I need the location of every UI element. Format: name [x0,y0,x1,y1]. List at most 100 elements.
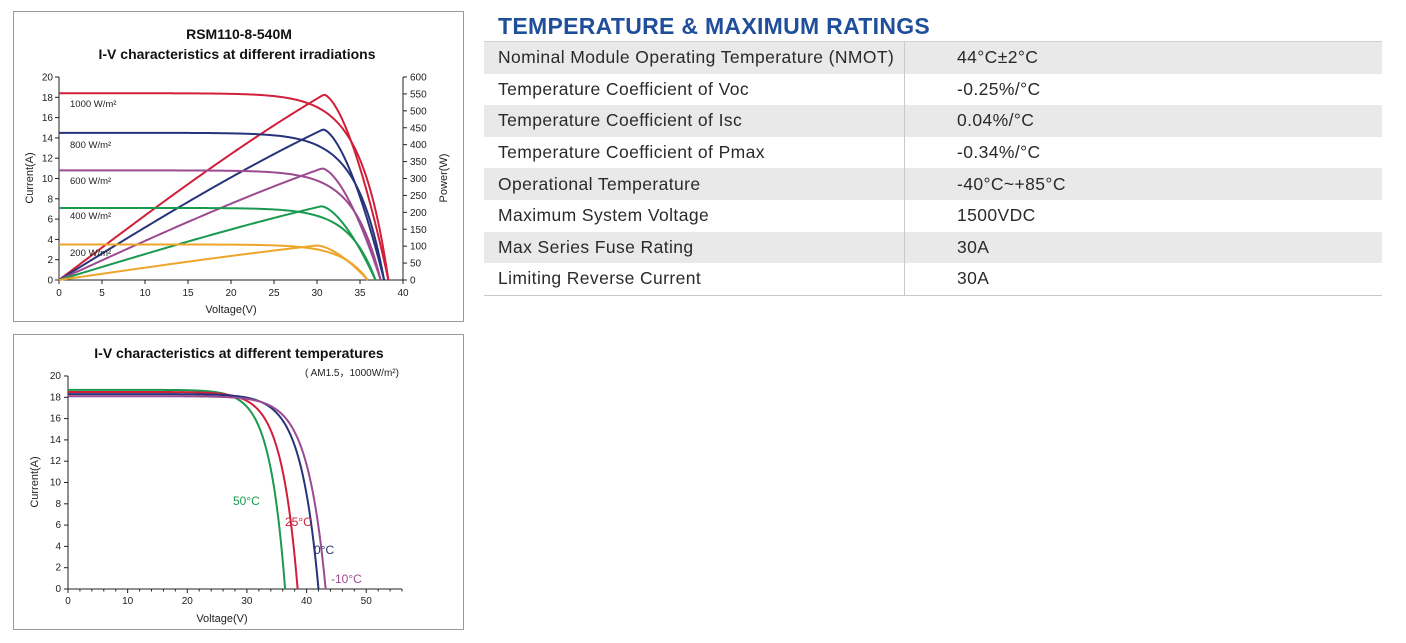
x-tick-label: 10 [139,288,151,299]
x-tick-label: 20 [182,596,194,607]
ratings-title: TEMPERATURE & MAXIMUM RATINGS [498,13,931,39]
y-tick-label: 4 [47,235,53,246]
table-row: Temperature Coefficient of Pmax -0.34%/°… [484,136,1382,169]
x-tick-label: 40 [397,288,409,299]
irradiation-chart: RSM110-8-540M I-V characteristics at diff… [24,26,450,316]
chart-subtitle: ( AM1.5，1000W/m²) [305,368,399,379]
x-tick-label: 50 [361,596,373,607]
y2-tick-label: 50 [410,259,422,270]
y2-tick-label: 100 [410,242,427,253]
chart-title: I-V characteristics at different tempera… [94,345,384,361]
iv-curve [67,393,320,590]
y-tick-label: 4 [55,541,61,552]
table-row: Limiting Reverse Current 30A [484,263,1382,296]
y-tick-label: 16 [50,414,62,425]
y-tick-label: 20 [42,73,54,84]
x-tick-label: 0 [56,288,62,299]
param-label: Temperature Coefficient of Voc [484,73,905,106]
power-curve [58,93,390,281]
series-label: 25°C [285,515,312,529]
iv-curve [59,169,382,281]
y-tick-label: 20 [50,371,62,382]
y-tick-label: 12 [42,154,54,165]
y-axis-label: Current(A) [29,456,41,507]
y-tick-label: 14 [50,435,62,446]
chart-title: RSM110-8-540M [186,26,292,42]
y-tick-label: 16 [42,113,54,124]
y2-tick-label: 400 [410,140,427,151]
y2-tick-label: 200 [410,208,427,219]
table-row: Maximum System Voltage 1500VDC [484,199,1382,232]
series-label: 600 W/m² [70,176,111,187]
temperature-chart-panel: I-V characteristics at different tempera… [13,334,464,630]
iv-curve [59,92,390,281]
series-label: 400 W/m² [70,211,111,222]
x-axis-label: Voltage(V) [196,613,247,625]
param-value: -40°C~+85°C [904,168,1382,200]
x-tick-label: 5 [99,288,105,299]
y-tick-label: 18 [50,392,62,403]
param-label: Temperature Coefficient of Pmax [484,136,905,169]
irradiation-chart-panel: RSM110-8-540M I-V characteristics at diff… [13,11,464,322]
table-row: Operational Temperature -40°C~+85°C [484,168,1382,200]
power-curve [58,205,377,281]
param-value: -0.25%/°C [957,78,1041,99]
ratings-section: TEMPERATURE & MAXIMUM RATINGS Nominal Mo… [484,12,1382,296]
x-tick-label: 30 [241,596,253,607]
param-label: Maximum System Voltage [484,199,905,232]
table-row: Max Series Fuse Rating 30A [484,231,1382,264]
x-tick-label: 40 [301,596,313,607]
y-tick-label: 18 [42,93,54,104]
x-tick-label: 15 [182,288,194,299]
table-row: Temperature Coefficient of Isc 0.04%/°C [484,105,1382,137]
series-label: 0°C [314,543,334,557]
y-tick-label: 0 [47,276,53,287]
iv-curve [59,131,386,281]
series-label: 50°C [233,494,260,508]
y-tick-label: 8 [47,194,53,205]
y2-tick-label: 0 [410,276,416,287]
ratings-table: Nominal Module Operating Temperature (NM… [484,41,1382,296]
series-label: 800 W/m² [70,140,111,151]
param-label: Operational Temperature [484,168,905,200]
y2-tick-label: 600 [410,73,427,84]
y-tick-label: 10 [42,174,54,185]
series-label: 200 W/m² [70,248,111,259]
y-tick-label: 12 [50,456,62,467]
power-curve [58,128,386,281]
param-value: 0.04%/°C [904,105,1382,137]
y2-tick-label: 450 [410,123,427,134]
y2-tick-label: 300 [410,174,427,185]
y2-tick-label: 350 [410,157,427,168]
y2-tick-label: 550 [410,89,427,100]
x-tick-label: 35 [354,288,366,299]
y-tick-label: 6 [47,215,53,226]
x-axis-label: Voltage(V) [205,304,256,316]
iv-curve [58,243,369,281]
y-tick-label: 0 [55,584,61,595]
table-row: Nominal Module Operating Temperature (NM… [484,41,1382,74]
power-curve [58,244,369,281]
temperature-chart: I-V characteristics at different tempera… [29,345,403,625]
param-value: 1500VDC [957,205,1036,226]
y-tick-label: 2 [55,563,61,574]
x-tick-label: 30 [311,288,323,299]
iv-curve [59,206,377,281]
iv-curve [67,388,287,590]
param-value: 30A [904,231,1382,264]
y-axis-label: Current(A) [24,152,36,203]
x-tick-label: 10 [122,596,134,607]
y-tick-label: 2 [47,255,53,266]
param-value: -0.34%/°C [957,142,1041,163]
param-label: Limiting Reverse Current [484,263,905,296]
series-label: -10°C [331,572,362,586]
y-tick-label: 10 [50,478,62,489]
y2-tick-label: 150 [410,225,427,236]
param-value: 44°C±2°C [904,41,1382,74]
param-value: 30A [957,268,990,289]
table-row: Temperature Coefficient of Voc -0.25%/°C [484,73,1382,106]
y2-axis-label: Power(W) [438,154,450,203]
iv-curve [67,390,299,590]
param-label: Temperature Coefficient of Isc [484,105,905,137]
y-tick-label: 14 [42,133,54,144]
